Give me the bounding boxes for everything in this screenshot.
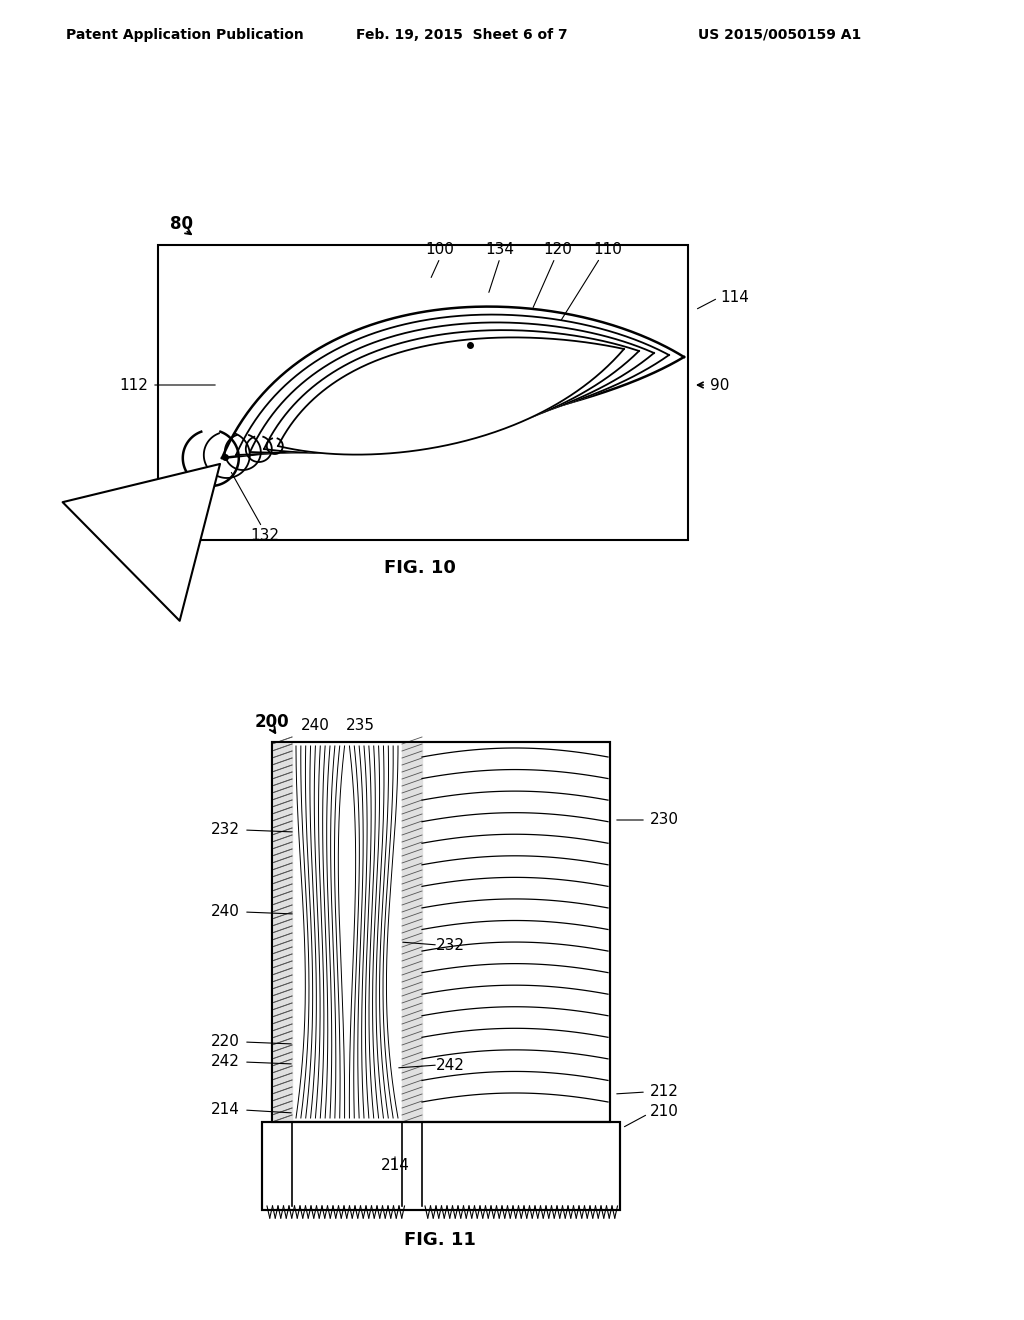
Polygon shape [264, 330, 639, 453]
Text: 232: 232 [211, 822, 240, 837]
Bar [272, 742, 610, 1122]
Bar [158, 246, 688, 540]
Text: 214: 214 [211, 1102, 240, 1118]
Text: 110: 110 [594, 243, 623, 257]
Text: 240: 240 [301, 718, 330, 733]
Text: 242: 242 [211, 1055, 240, 1069]
Text: 242: 242 [435, 1057, 465, 1072]
Polygon shape [278, 338, 624, 454]
Bar [262, 1122, 620, 1210]
Bar [262, 1122, 620, 1210]
Polygon shape [222, 306, 684, 458]
Text: 212: 212 [650, 1085, 679, 1100]
Polygon shape [236, 314, 669, 455]
Text: 134: 134 [485, 243, 514, 257]
Text: 230: 230 [650, 813, 679, 828]
Text: 240: 240 [211, 904, 240, 920]
Text: 120: 120 [544, 243, 572, 257]
Text: FIG. 11: FIG. 11 [404, 1232, 476, 1249]
Text: 140: 140 [108, 512, 137, 528]
Text: 100: 100 [426, 243, 455, 257]
Text: 114: 114 [720, 290, 749, 305]
Text: 80: 80 [170, 215, 193, 234]
Text: Patent Application Publication: Patent Application Publication [67, 28, 304, 42]
Text: 214: 214 [381, 1158, 410, 1172]
Text: 220: 220 [211, 1035, 240, 1049]
Bar [272, 742, 610, 1122]
Text: 90: 90 [710, 378, 729, 392]
Text: 200: 200 [255, 713, 290, 731]
Text: 112: 112 [119, 378, 148, 392]
Text: FIG. 10: FIG. 10 [384, 558, 456, 577]
Text: US 2015/0050159 A1: US 2015/0050159 A1 [698, 28, 861, 42]
Text: 232: 232 [435, 937, 465, 953]
Text: 210: 210 [650, 1105, 679, 1119]
Text: Feb. 19, 2015  Sheet 6 of 7: Feb. 19, 2015 Sheet 6 of 7 [356, 28, 568, 42]
Text: 132: 132 [251, 528, 280, 543]
Polygon shape [250, 322, 654, 453]
Text: 235: 235 [345, 718, 375, 733]
